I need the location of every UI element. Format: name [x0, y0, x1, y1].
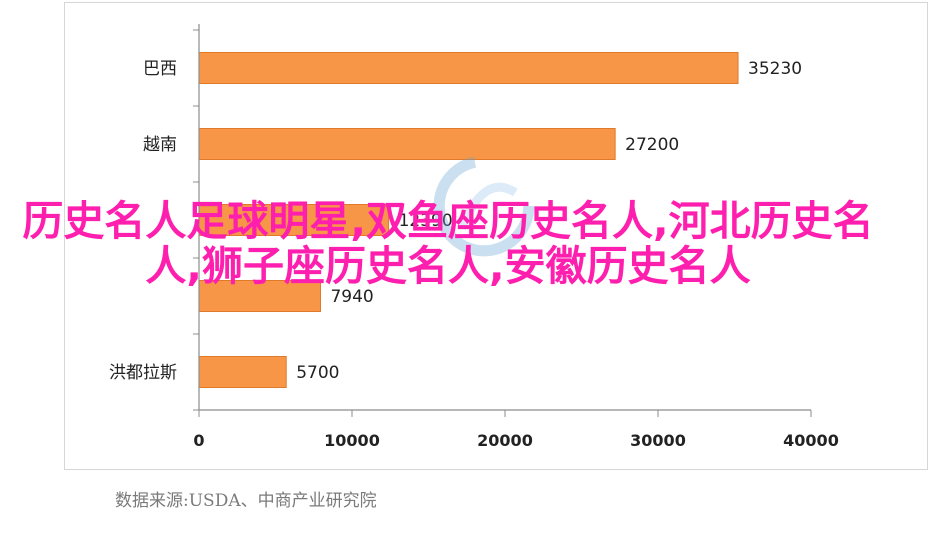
category-label: 洪都拉斯 — [109, 363, 177, 383]
value-label: 35230 — [748, 59, 802, 79]
category-label: 越南 — [143, 135, 177, 155]
value-label: 7940 — [330, 287, 373, 307]
value-label: 5700 — [296, 363, 339, 383]
x-tick-label: 20000 — [477, 431, 533, 450]
watermark-logo-icon — [433, 155, 535, 257]
category-label: 巴西 — [143, 59, 177, 79]
x-tick-label: 30000 — [630, 431, 686, 450]
axis-layer: 0 10000 20000 30000 40000 — [193, 24, 839, 450]
bar — [198, 128, 616, 160]
value-label: 27200 — [625, 135, 679, 155]
source-note: 数据来源:USDA、中商产业研究院 — [115, 491, 377, 511]
x-tick-label: 0 — [193, 431, 204, 450]
overlay-title: 历史名人足球明星,双鱼座历史名人,河北历史名人,狮子座历史名人,安徽历史名人 — [22, 197, 874, 290]
bar — [198, 52, 739, 84]
value-label: 12390 — [399, 211, 453, 231]
bar — [198, 356, 287, 388]
x-tick-label: 40000 — [783, 431, 839, 450]
x-tick-label: 10000 — [324, 431, 380, 450]
